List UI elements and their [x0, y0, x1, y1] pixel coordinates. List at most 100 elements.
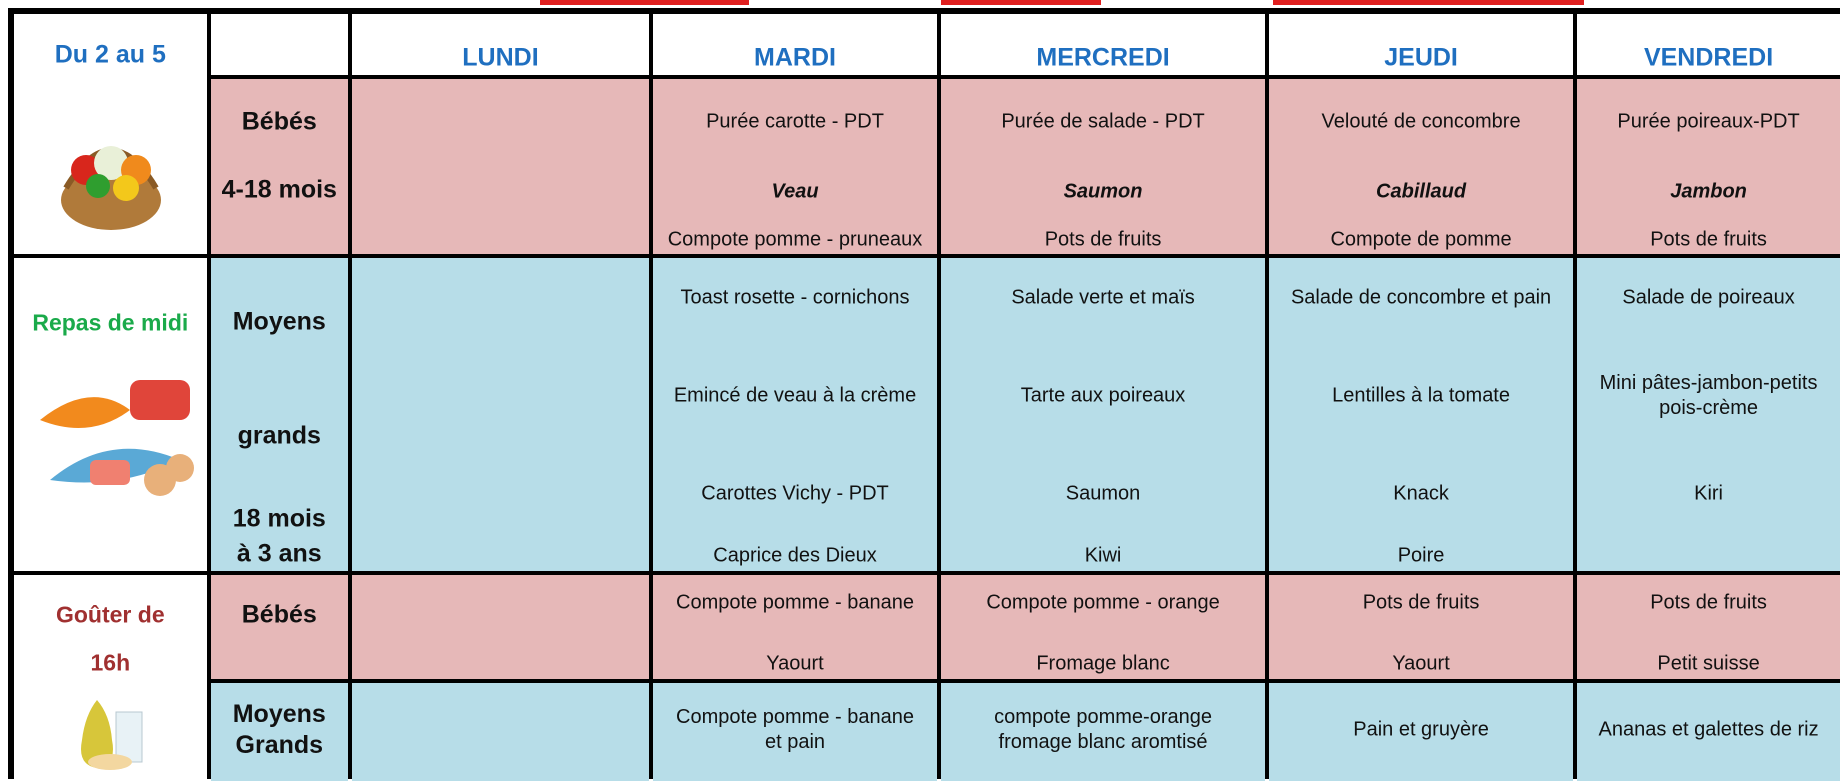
red-underline: [941, 0, 1101, 5]
table-cell: [940, 257, 1266, 571]
group-label: Bébés: [241, 107, 317, 136]
table-cell: [210, 574, 348, 679]
menu-item: Kiwi: [1084, 544, 1122, 567]
food-image: [40, 380, 194, 496]
table-cell: [210, 682, 348, 781]
table-cell: [1269, 574, 1573, 679]
group-label: à 3 ans: [236, 539, 322, 568]
menu-block: Compote pomme - banane et pain: [651, 705, 939, 755]
menu-item: Cabillaud: [1376, 180, 1467, 203]
table-cell: [210, 257, 348, 571]
group-label: grands: [237, 421, 321, 450]
menu-item: Petit suisse: [1657, 652, 1760, 675]
table-cell: [940, 13, 1266, 76]
menu-item: Veau: [771, 180, 819, 203]
menu-item: Pots de fruits: [1650, 591, 1767, 614]
group-label: 18 mois: [232, 504, 326, 533]
group-label: Moyens: [232, 699, 326, 728]
menu-item: Compote pomme - orange: [986, 591, 1220, 614]
section-title: Repas de midi: [32, 309, 189, 336]
menu-item: Compote pomme - banane: [676, 591, 914, 614]
menu-item: Poire: [1397, 544, 1445, 567]
menu-item: Jambon: [1670, 180, 1747, 203]
table-cell: [940, 79, 1266, 254]
menu-item: Salade de concombre et pain: [1290, 286, 1552, 309]
red-underline: [1273, 0, 1584, 5]
table-cell: [1576, 13, 1840, 76]
table-cell: [940, 574, 1266, 679]
menu-item: Pots de fruits: [1044, 228, 1162, 251]
menu-item: Pots de fruits: [1650, 228, 1767, 251]
day-header: MERCREDI: [1036, 42, 1170, 71]
menu-item: Compote pomme - banane: [676, 705, 914, 728]
table-cell: [351, 13, 650, 76]
menu-item: Purée poireaux-PDT: [1617, 110, 1800, 133]
basket-image: [61, 146, 161, 230]
table-cell: [351, 682, 650, 781]
menu-item: Saumon: [1065, 482, 1141, 505]
menu-item: Caprice des Dieux: [713, 544, 877, 567]
group-label: Moyens: [232, 307, 326, 336]
menu-item: fromage blanc aromtisé: [998, 730, 1208, 753]
table-cell: [1576, 79, 1840, 254]
pear-image: [81, 700, 143, 770]
table-cell: [1269, 682, 1573, 781]
section-title: 16h: [90, 649, 131, 676]
menu-item: Kiri: [1694, 482, 1723, 505]
table-cell: [1269, 79, 1573, 254]
day-header: MARDI: [754, 42, 836, 71]
menu-item: Tarte aux poireaux: [1020, 384, 1186, 407]
table-cell: [351, 574, 650, 679]
table-cell: [210, 79, 348, 254]
period-label: Du 2 au 5: [54, 40, 166, 69]
table-cell: [1576, 682, 1840, 781]
menu-item: Salade verte et maïs: [1011, 286, 1195, 309]
section-title: Goûter de: [55, 601, 165, 628]
group-label: Bébés: [241, 600, 317, 629]
menu-item: Knack: [1393, 482, 1449, 505]
table-cell: [1576, 257, 1840, 571]
menu-item: Salade de poireaux: [1622, 286, 1795, 309]
table-cell: [210, 13, 348, 76]
menu-item: compote pomme-orange: [994, 705, 1212, 728]
menu-item: Ananas et galettes de riz: [1598, 718, 1819, 741]
menu-item: Fromage blanc: [1036, 652, 1170, 675]
group-label: 4-18 mois: [221, 175, 337, 204]
table-cell: [653, 574, 937, 679]
table-cell: [653, 13, 937, 76]
menu-item: Lentilles à la tomate: [1332, 384, 1510, 407]
group-label: Grands: [235, 730, 324, 759]
table-cell: [940, 682, 1266, 781]
menu-item: Toast rosette - cornichons: [680, 286, 910, 309]
menu-block: compote pomme-orange fromage blanc aromti…: [939, 705, 1268, 755]
menu-item: Compote pomme - pruneaux: [667, 228, 923, 251]
table-cell: [653, 79, 937, 254]
day-header: JEUDI: [1384, 42, 1458, 71]
table-cell: [1269, 257, 1573, 571]
group-label-block: Moyens Grands: [209, 699, 350, 762]
menu-item: Pots de fruits: [1362, 591, 1480, 614]
menu-item: Yaourt: [766, 652, 824, 675]
day-header: VENDREDI: [1643, 42, 1774, 71]
table-cell: [1269, 13, 1573, 76]
table-cell: [351, 79, 650, 254]
menu-item: Emincé de veau à la crème: [673, 384, 917, 407]
menu-item: Mini pâtes-jambon-petits pois-crème: [1599, 372, 1818, 420]
menu-item: Purée carotte - PDT: [706, 110, 884, 133]
menu-item: Pain et gruyère: [1353, 718, 1489, 741]
table-cell: [1576, 574, 1840, 679]
menu-item: Compote de pomme: [1330, 228, 1512, 251]
menu-item: et pain: [764, 730, 826, 753]
day-header: LUNDI: [462, 42, 539, 71]
menu-item: Carottes Vichy - PDT: [701, 482, 889, 505]
menu-item: Purée de salade - PDT: [1001, 110, 1205, 133]
menu-block: Ananas et galettes de riz: [1575, 717, 1840, 742]
red-underline: [540, 0, 749, 5]
menu-block: Pain et gruyère: [1267, 717, 1574, 742]
menu-item: Yaourt: [1392, 652, 1450, 675]
menu-item: Saumon: [1063, 180, 1143, 203]
table-cell: [653, 682, 937, 781]
table-cell: [653, 257, 937, 571]
menu-item: Velouté de concombre: [1321, 110, 1521, 133]
